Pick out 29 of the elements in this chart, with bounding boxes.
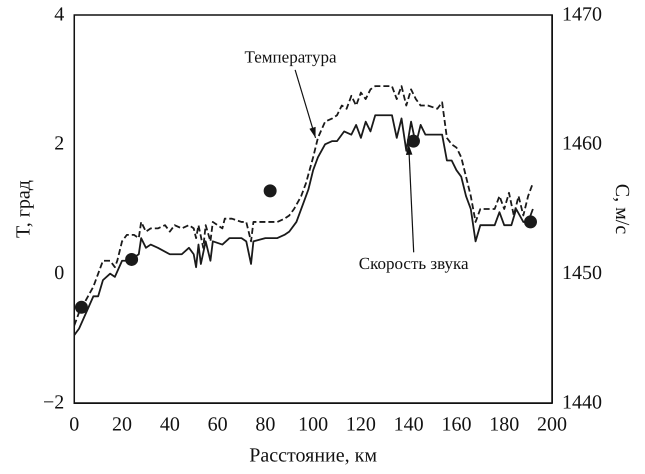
point: [524, 215, 538, 228]
y2-tick-label: 1470: [562, 3, 602, 26]
x-tick-label: 0: [69, 413, 80, 436]
annotation: Скорость звука: [358, 254, 470, 273]
annotation: Температура: [244, 47, 337, 66]
x-tick-label: 80: [255, 413, 276, 436]
point: [125, 252, 138, 266]
x-axis-title: Расстояние, км: [249, 444, 378, 466]
y-tick-label: 0: [54, 262, 64, 284]
point: [74, 300, 88, 314]
x-tick-label: 140: [394, 413, 424, 436]
y-tick-label: 4: [54, 3, 64, 26]
y-axis-title: T, град: [12, 180, 34, 238]
x-tick-label: 160: [441, 413, 472, 436]
y2-tick-label: 1440: [562, 391, 602, 414]
y2-tick-label: 1460: [562, 132, 602, 155]
x-tick-label: 120: [346, 413, 376, 436]
point: [264, 184, 277, 198]
x-tick-label: 100: [298, 413, 328, 436]
x-tick-label: 40: [160, 413, 180, 436]
x-tick-label: 180: [489, 413, 520, 436]
y-tick-label: −2: [43, 391, 64, 414]
y-tick-label: 2: [54, 132, 64, 155]
y2-axis-title: C, м/с: [610, 184, 633, 234]
x-tick-label: 200: [537, 413, 567, 436]
point: [406, 134, 420, 148]
x-tick-label: 20: [112, 413, 132, 436]
y2-tick-label: 1450: [562, 262, 602, 284]
x-tick-label: 60: [208, 413, 228, 436]
